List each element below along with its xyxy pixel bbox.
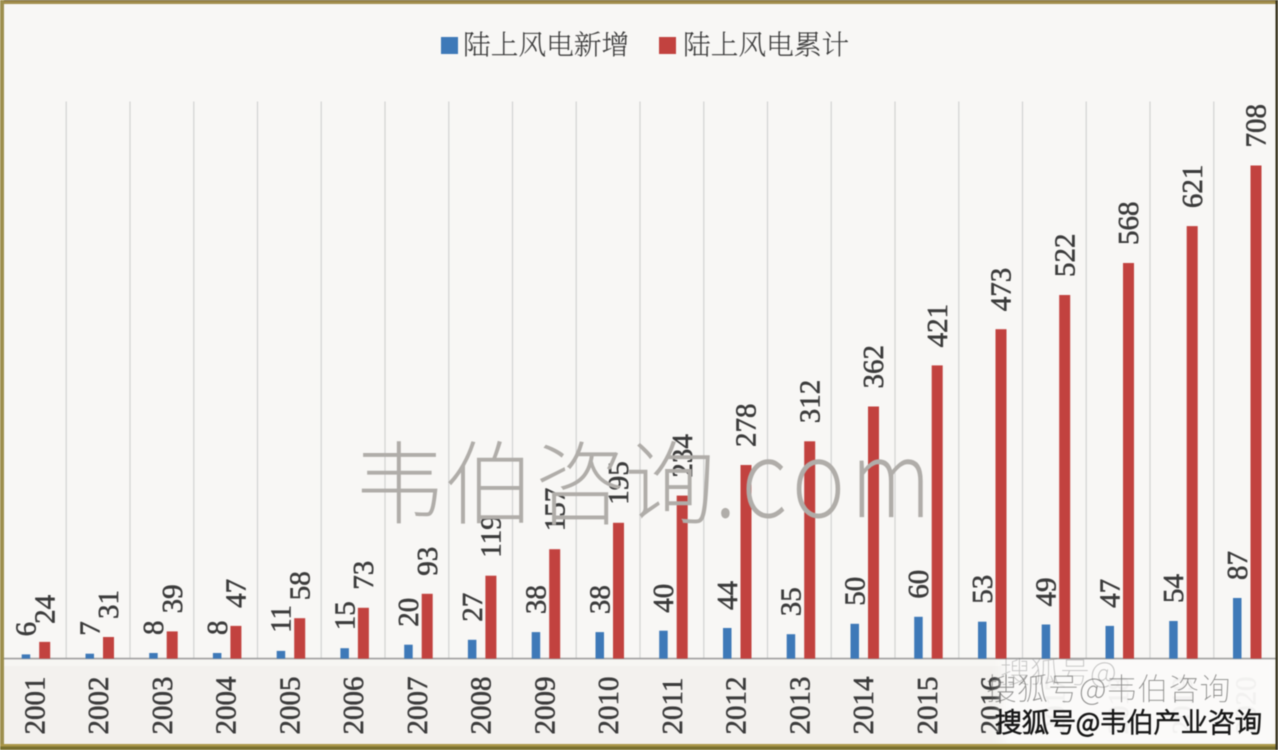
svg-text:47: 47 [1094, 579, 1126, 608]
svg-text:53: 53 [967, 575, 999, 604]
svg-text:40: 40 [648, 584, 680, 613]
svg-text:2002: 2002 [83, 677, 115, 735]
svg-text:24: 24 [29, 594, 61, 624]
svg-text:50: 50 [839, 577, 871, 606]
svg-text:2013: 2013 [784, 677, 816, 735]
svg-text:421: 421 [922, 304, 954, 348]
svg-text:2008: 2008 [466, 677, 498, 735]
svg-text:2011: 2011 [657, 678, 689, 735]
svg-text:2006: 2006 [338, 677, 370, 735]
svg-text:60: 60 [903, 570, 935, 599]
svg-text:8: 8 [202, 621, 234, 636]
svg-text:2003: 2003 [147, 677, 179, 735]
svg-text:278: 278 [731, 404, 763, 448]
svg-text:2007: 2007 [402, 677, 434, 735]
svg-text:2014: 2014 [848, 676, 880, 735]
svg-text:621: 621 [1177, 165, 1209, 209]
svg-text:2001: 2001 [19, 677, 51, 735]
svg-text:312: 312 [794, 380, 826, 424]
svg-text:362: 362 [858, 345, 890, 389]
svg-text:31: 31 [93, 590, 125, 619]
svg-text:2009: 2009 [529, 677, 561, 735]
svg-text:11: 11 [266, 605, 298, 633]
svg-text:8: 8 [138, 621, 170, 636]
svg-text:7: 7 [74, 621, 106, 636]
svg-text:20: 20 [393, 598, 425, 627]
svg-text:522: 522 [1049, 234, 1081, 278]
svg-text:93: 93 [412, 547, 444, 576]
svg-text:15: 15 [329, 601, 361, 630]
svg-text:708: 708 [1241, 104, 1273, 148]
svg-text:39: 39 [157, 584, 189, 613]
svg-text:2015: 2015 [912, 677, 944, 735]
svg-text:35: 35 [776, 587, 808, 616]
svg-text:73: 73 [348, 561, 380, 590]
svg-text:87: 87 [1222, 551, 1254, 580]
svg-text:38: 38 [521, 585, 553, 614]
svg-text:44: 44 [712, 581, 744, 611]
svg-text:54: 54 [1158, 574, 1190, 604]
svg-text:2010: 2010 [593, 677, 625, 735]
svg-text:47: 47 [221, 579, 253, 608]
svg-text:2012: 2012 [721, 677, 753, 735]
svg-text:568: 568 [1113, 202, 1145, 246]
svg-text:473: 473 [986, 268, 1018, 312]
svg-text:27: 27 [457, 593, 489, 622]
svg-text:6: 6 [11, 622, 43, 637]
svg-text:38: 38 [584, 585, 616, 614]
svg-text:2004: 2004 [211, 676, 243, 735]
svg-text:49: 49 [1031, 578, 1063, 607]
svg-text:58: 58 [284, 571, 316, 600]
svg-text:2005: 2005 [274, 677, 306, 735]
